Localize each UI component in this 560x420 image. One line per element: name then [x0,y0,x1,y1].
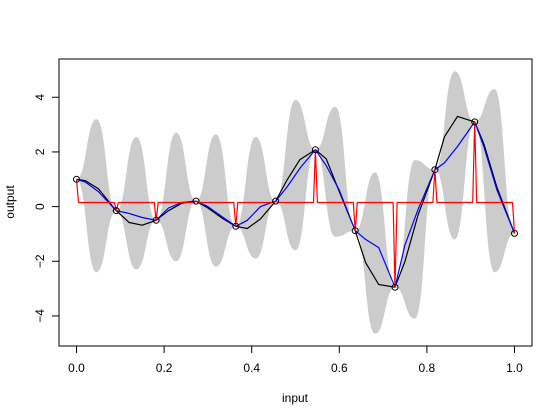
observed-point [232,222,240,230]
observed-point [112,207,120,215]
observed-point [311,146,319,154]
x-tick-label: 1.0 [506,361,523,375]
observed-points-layer [73,118,518,291]
observed-point [511,229,518,237]
observed-point [431,166,439,174]
observed-point [351,227,359,235]
x-tick-label: 0.4 [243,361,260,375]
x-axis-label: input [282,391,309,405]
x-tick-label: 0.6 [331,361,348,375]
observed-point [152,216,160,224]
x-axis: 0.0 0.2 0.4 0.6 0.8 1.0 [68,345,523,375]
observed-point [391,283,399,291]
observed-point [471,118,479,126]
x-tick-label: 0.0 [68,361,85,375]
y-tick-label: 2 [33,148,47,155]
y-axis: −4 −2 0 2 4 [33,94,60,323]
series-layer [75,115,516,288]
y-tick-label: −4 [33,309,47,323]
observed-point [272,197,280,205]
red-step-line [75,121,516,288]
y-tick-label: 4 [33,94,47,101]
y-axis-label: output [3,185,17,219]
x-tick-label: 0.2 [156,361,173,375]
x-tick-label: 0.8 [419,361,436,375]
observed-point [192,197,200,205]
y-tick-label: 0 [33,203,47,210]
y-tick-label: −2 [33,254,47,268]
blue-curve [76,121,516,288]
black-curve [76,115,516,288]
observed-point [73,175,80,183]
